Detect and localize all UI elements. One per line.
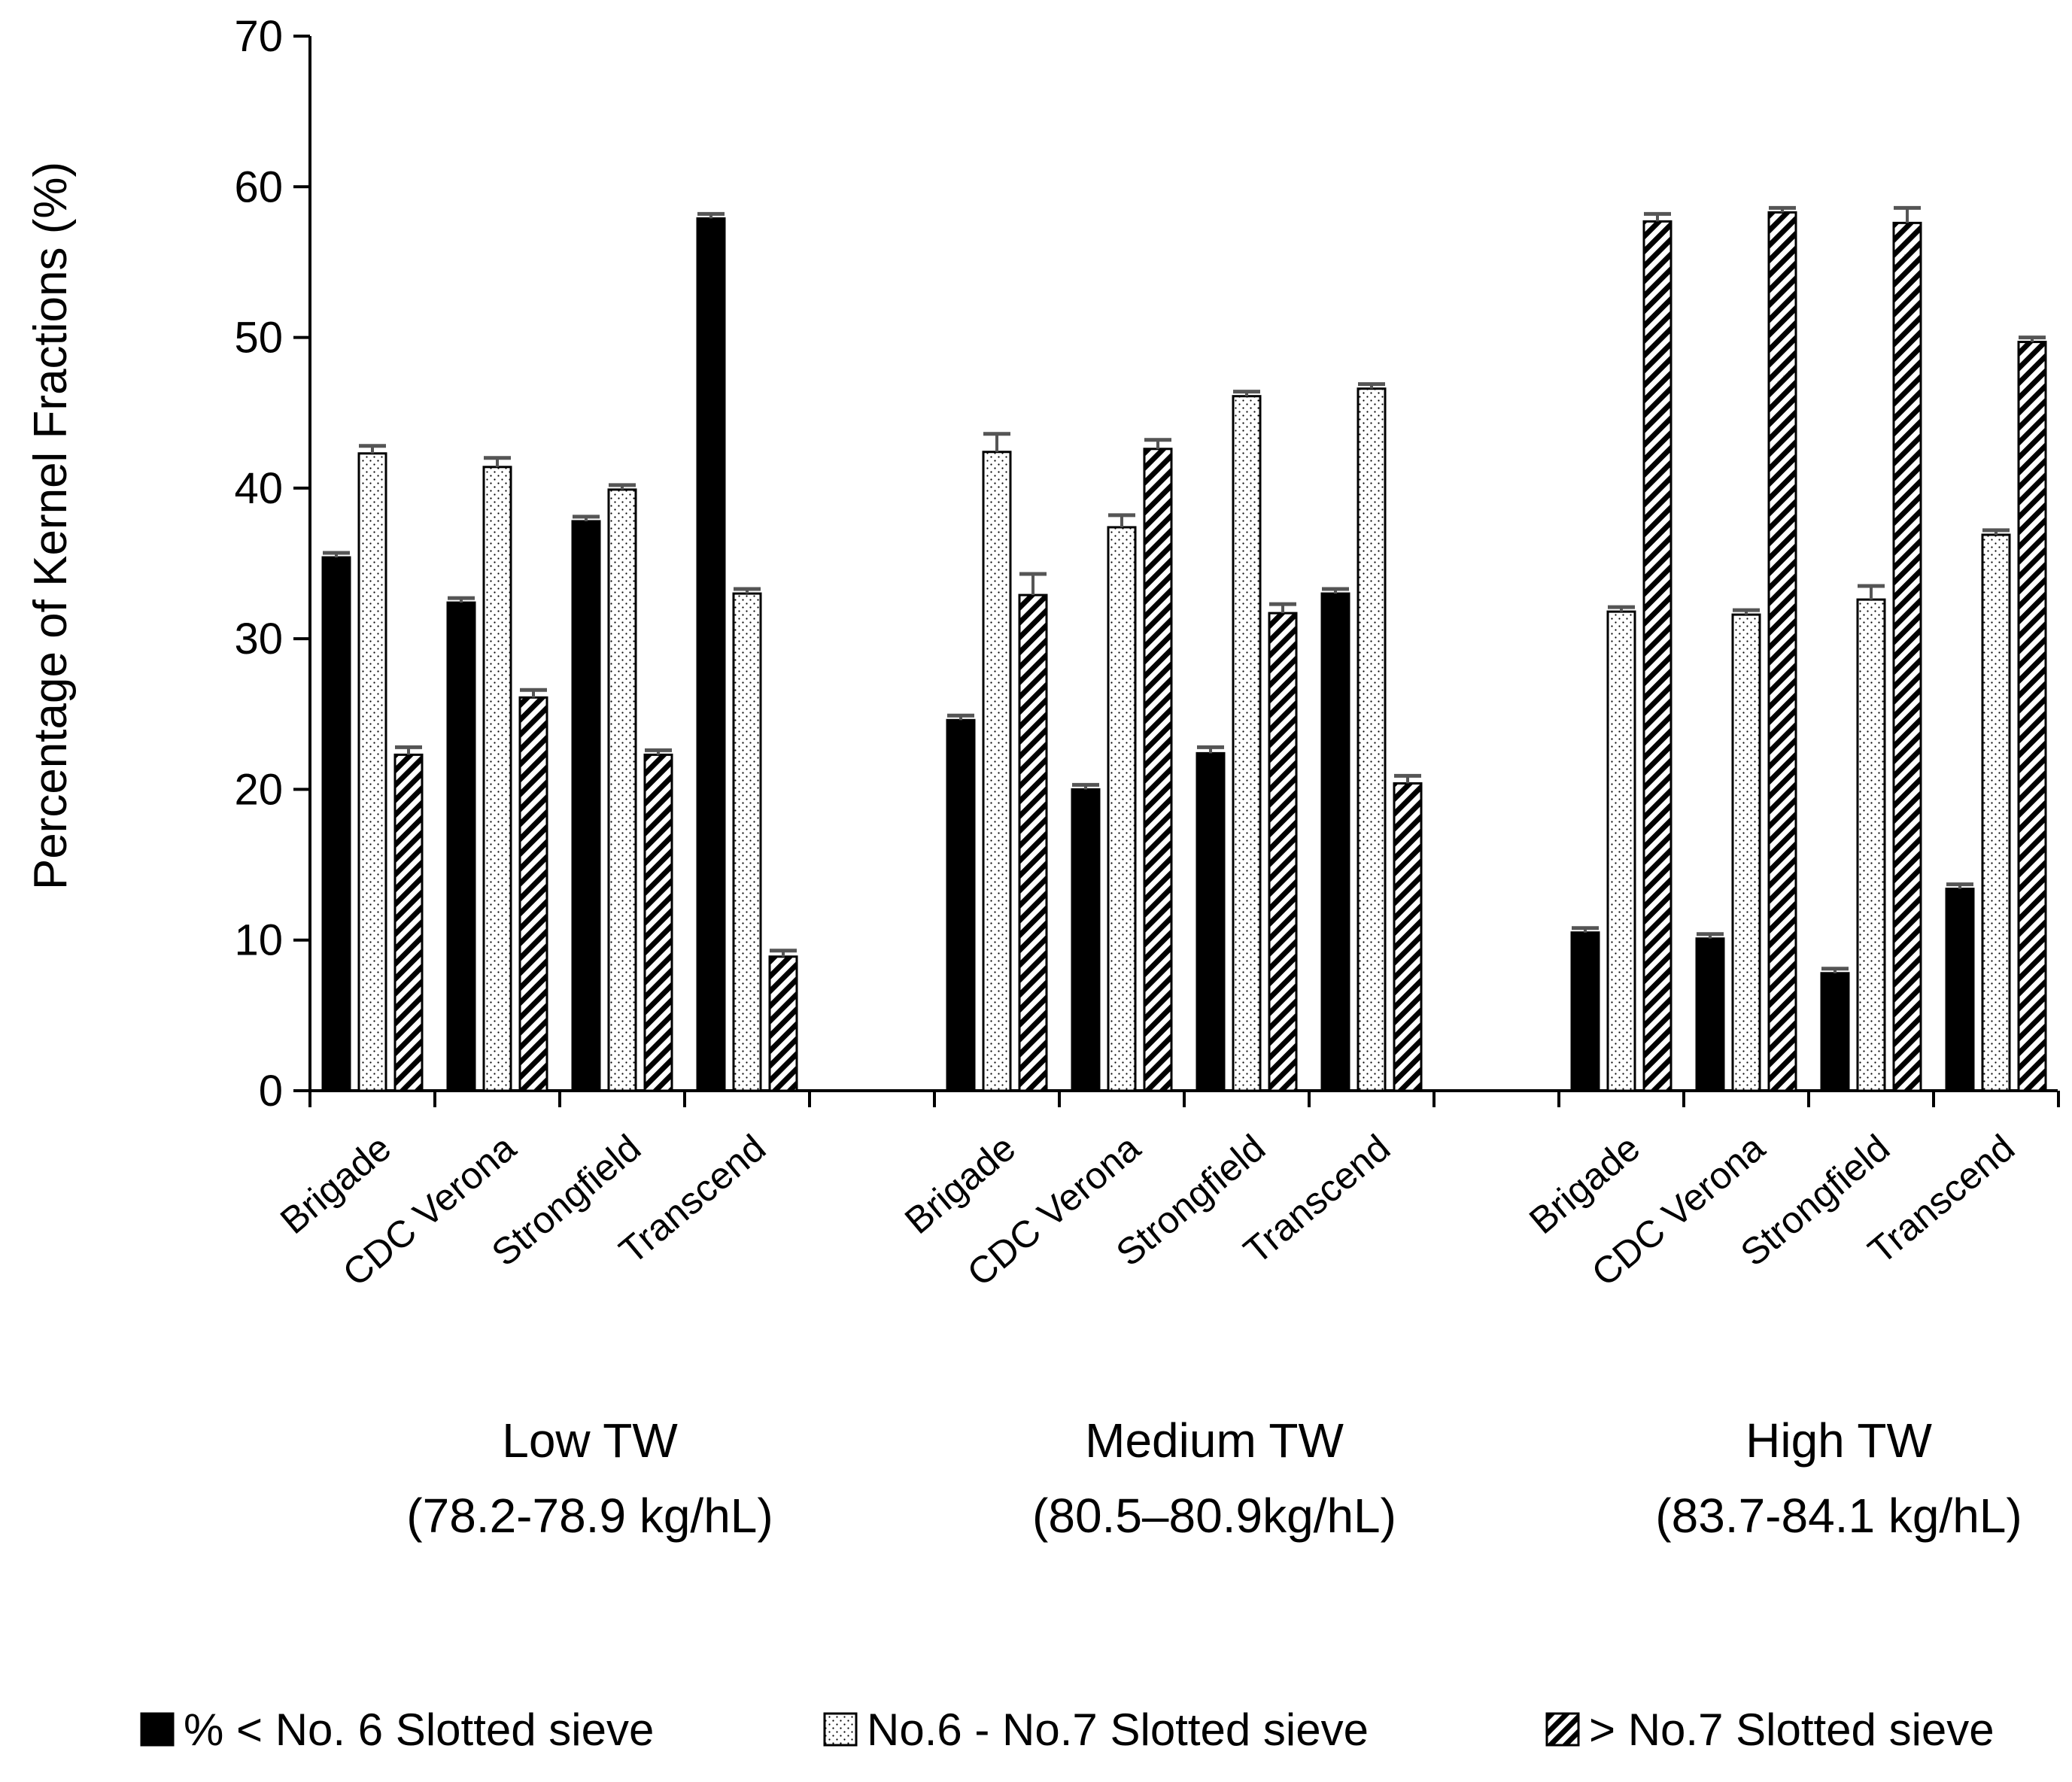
y-tick-label: 10	[234, 916, 283, 965]
group-range-label: (80.5–80.9kg/hL)	[1032, 1489, 1396, 1543]
group-name-label: Low TW	[502, 1413, 678, 1468]
group-name-label: High TW	[1745, 1413, 1932, 1468]
bar-black	[321, 556, 351, 1092]
y-tick-label: 70	[234, 12, 283, 61]
group-range-label: (83.7-84.1 kg/hL)	[1655, 1489, 2022, 1543]
bar-black	[446, 601, 476, 1092]
bar-dotted	[1856, 598, 1886, 1092]
y-tick-label: 40	[234, 464, 283, 513]
bar-hatched	[768, 955, 798, 1092]
bar-hatched	[643, 753, 673, 1092]
bar-black	[571, 520, 601, 1092]
bar-hatched	[1018, 593, 1048, 1092]
bar-dotted	[1107, 526, 1137, 1092]
legend-label: > No.7 Slotted sieve	[1589, 1705, 1995, 1755]
bar-hatched	[1143, 448, 1173, 1092]
bar-dotted	[607, 488, 637, 1092]
group-range-label: (78.2-78.9 kg/hL)	[406, 1489, 773, 1543]
y-axis-title: Percentage of Kernel Fractions (%)	[25, 162, 77, 890]
bar-dotted	[357, 452, 387, 1092]
bar-hatched	[393, 753, 424, 1092]
bars	[321, 211, 2047, 1092]
bar-hatched	[2017, 341, 2047, 1092]
bar-hatched	[1767, 211, 1797, 1092]
bar-black	[1320, 592, 1350, 1092]
bar-dotted	[982, 451, 1012, 1092]
y-tick-label: 30	[234, 615, 283, 663]
bar-black	[1695, 937, 1725, 1092]
axes	[293, 35, 2060, 1107]
bar-black	[1945, 888, 1975, 1092]
legend-label: No.6 - No.7 Slotted sieve	[867, 1705, 1369, 1755]
bar-dotted	[1232, 395, 1262, 1092]
y-tick-label: 20	[234, 765, 283, 814]
bar-black	[1196, 751, 1226, 1092]
bar-black	[696, 217, 726, 1092]
legend-swatch-dotted	[823, 1712, 858, 1747]
bar-hatched	[518, 696, 548, 1092]
bar-dotted	[482, 466, 512, 1092]
bar-dotted	[1731, 613, 1761, 1092]
legend-swatch-hatched	[1545, 1712, 1580, 1747]
bar-hatched	[1892, 221, 1922, 1092]
bar-dotted	[1357, 387, 1387, 1092]
bar-black	[1820, 972, 1850, 1092]
legend-label: % < No. 6 Slotted sieve	[184, 1705, 654, 1755]
bar-dotted	[1606, 610, 1636, 1092]
bar-black	[946, 718, 976, 1092]
y-tick-label: 60	[234, 162, 283, 211]
bar-dotted	[732, 592, 762, 1092]
y-tick-label: 50	[234, 314, 283, 363]
bar-black	[1071, 788, 1101, 1092]
bar-black	[1570, 931, 1600, 1092]
bar-hatched	[1393, 782, 1423, 1092]
bar-hatched	[1268, 612, 1298, 1092]
bar-hatched	[1642, 220, 1672, 1092]
y-tick-label: 0	[259, 1067, 283, 1116]
group-name-label: Medium TW	[1085, 1413, 1344, 1468]
legend-swatch-black	[140, 1712, 175, 1747]
bar-dotted	[1981, 533, 2011, 1092]
error-bars	[323, 205, 2046, 973]
legend: % < No. 6 Slotted sieve No.6 - No.7 Slott…	[140, 1705, 1995, 1755]
